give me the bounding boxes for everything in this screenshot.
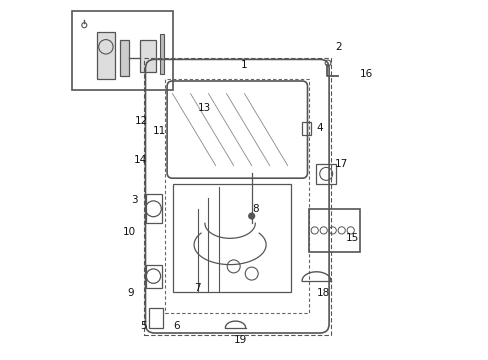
Text: 8: 8	[251, 204, 258, 214]
Bar	[72, 11, 172, 90]
Bar	[165, 79, 309, 313]
Text: 12: 12	[135, 116, 148, 126]
Text: 9: 9	[127, 288, 134, 298]
Circle shape	[247, 212, 255, 220]
Text: 15: 15	[345, 233, 358, 243]
Bar	[316, 164, 336, 184]
Text: 14: 14	[133, 155, 146, 165]
Text: 17: 17	[334, 159, 347, 169]
Bar	[140, 40, 156, 72]
Bar	[160, 34, 164, 74]
Text: 6: 6	[172, 321, 179, 331]
Bar	[309, 209, 359, 252]
Text: 19: 19	[234, 335, 247, 345]
Bar	[145, 194, 162, 223]
Bar	[97, 32, 115, 79]
Text: 13: 13	[198, 103, 211, 113]
Text: 16: 16	[360, 69, 373, 79]
Text: 7: 7	[194, 283, 201, 293]
Text: 4: 4	[316, 123, 323, 133]
Text: 11: 11	[153, 126, 166, 136]
Bar	[172, 184, 291, 292]
Bar	[302, 122, 310, 135]
Text: 3: 3	[131, 195, 138, 205]
Bar	[145, 265, 162, 288]
Text: 5: 5	[140, 321, 147, 331]
Bar	[149, 308, 163, 328]
Bar	[120, 40, 129, 76]
Text: 10: 10	[122, 227, 136, 237]
Text: 1: 1	[241, 60, 247, 70]
Text: 2: 2	[334, 42, 341, 52]
Bar	[143, 58, 330, 335]
Text: 18: 18	[316, 288, 330, 298]
